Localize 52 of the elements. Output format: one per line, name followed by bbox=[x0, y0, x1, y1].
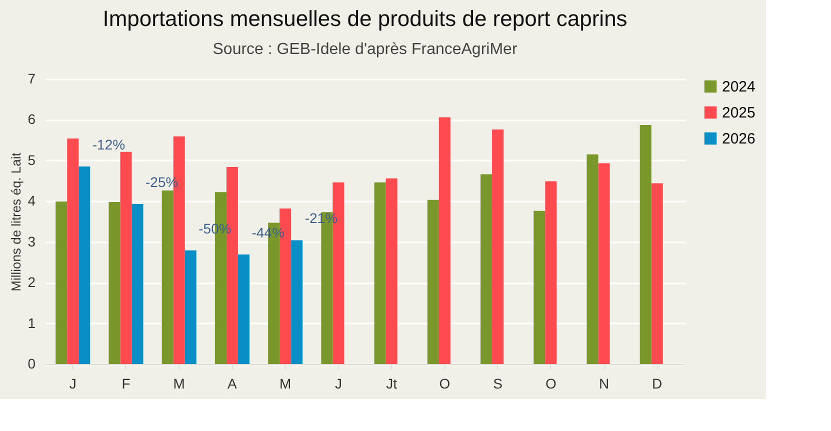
x-tick-label: J bbox=[69, 376, 76, 392]
bar bbox=[184, 250, 196, 364]
bar bbox=[386, 178, 398, 364]
x-tick-label: Jt bbox=[386, 376, 398, 392]
legend-label: 2025 bbox=[722, 104, 756, 122]
bar bbox=[374, 182, 386, 364]
y-axis-title: Millions de litres éq. Lait bbox=[8, 152, 24, 292]
bar bbox=[480, 174, 492, 364]
x-tick-label: A bbox=[228, 376, 238, 392]
annotation: -44% bbox=[252, 224, 284, 240]
bar bbox=[132, 204, 144, 364]
bar bbox=[492, 129, 504, 364]
bar bbox=[586, 154, 598, 364]
chart-subtitle: Source : GEB-Idele d'après FranceAgriMer bbox=[212, 41, 518, 58]
bar bbox=[545, 181, 557, 364]
bar bbox=[67, 138, 79, 364]
y-tick-label: 0 bbox=[28, 356, 36, 372]
bar bbox=[427, 200, 439, 364]
y-tick-label: 7 bbox=[28, 70, 36, 86]
x-tick-label: J bbox=[334, 376, 342, 392]
y-tick-label: 4 bbox=[28, 192, 36, 209]
annotation: -12% bbox=[92, 136, 126, 153]
bar bbox=[162, 190, 174, 364]
y-tick-label: 5 bbox=[28, 152, 36, 168]
chart-title: Importations mensuelles de produits de report caprins bbox=[102, 6, 628, 31]
bar bbox=[640, 125, 652, 364]
annotation: -50% bbox=[198, 220, 232, 236]
legend-label: 2026 bbox=[722, 130, 756, 148]
x-tick-label: S bbox=[493, 376, 502, 392]
bar bbox=[651, 183, 663, 364]
x-tick-label: F bbox=[122, 376, 130, 392]
bar bbox=[78, 166, 90, 364]
x-tick-label: M bbox=[173, 376, 185, 392]
bar bbox=[598, 163, 610, 364]
bar bbox=[120, 152, 132, 364]
y-tick-label: 3 bbox=[28, 233, 36, 250]
x-tick-label: N bbox=[598, 376, 610, 392]
annotation: -21% bbox=[304, 210, 338, 226]
bar bbox=[56, 202, 68, 364]
bar bbox=[238, 254, 250, 364]
x-tick-label: O bbox=[439, 376, 450, 392]
y-tick-label: 1 bbox=[28, 314, 36, 331]
y-tick-label: 2 bbox=[28, 274, 36, 290]
legend-label: 2024 bbox=[722, 78, 756, 96]
bar bbox=[291, 240, 303, 364]
bar bbox=[534, 210, 546, 364]
x-tick-label: D bbox=[652, 376, 662, 392]
bar bbox=[108, 202, 120, 364]
x-tick-label: M bbox=[279, 376, 292, 392]
bar bbox=[438, 117, 450, 364]
y-tick-label: 6 bbox=[28, 111, 36, 128]
x-tick-label: O bbox=[545, 376, 556, 392]
